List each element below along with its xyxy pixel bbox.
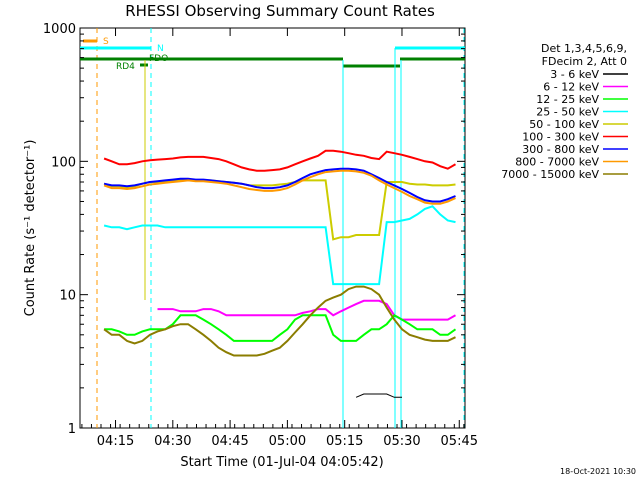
rd4-label: RD4 <box>116 62 135 72</box>
y-tick-label: 1 <box>68 422 76 437</box>
x-tick-label: 04:30 <box>154 434 191 449</box>
legend-label: 100 - 300 keV <box>522 131 599 144</box>
fdo-label: FDO <box>149 54 168 64</box>
x-tick-label: 05:45 <box>441 434 478 449</box>
y-tick-label: 10 <box>59 289 76 304</box>
series-layer <box>103 149 457 398</box>
legend-label: 7000 - 15000 keV <box>501 168 599 181</box>
legend-label: 50 - 100 keV <box>529 118 599 131</box>
series-6-12-kev-line <box>157 299 456 321</box>
legend-label: 800 - 7000 keV <box>515 156 599 169</box>
axes: 04:15 04:30 04:45 05:00 05:15 05:30 05:45 1 10 10… <box>43 22 478 449</box>
legend: Det 1,3,4,5,6,9,FDecim 2, Att 03 - 6 keV… <box>501 42 628 181</box>
footer-timestamp: 18-Oct-2021 10:30 <box>560 467 636 476</box>
x-tick-label: 04:15 <box>97 434 134 449</box>
chart-title: RHESSI Observing Summary Count Rates <box>125 2 435 20</box>
legend-label: 12 - 25 keV <box>536 93 599 106</box>
x-tick-label: 05:30 <box>383 434 420 449</box>
series-12-25-kev-line <box>104 314 457 342</box>
series-300-800-kev-line <box>103 167 456 203</box>
legend-label: 25 - 50 keV <box>536 106 599 119</box>
saa-label: S <box>103 37 109 47</box>
series-800-7000-kev-line <box>103 169 456 205</box>
series-3-6-kev-line <box>355 393 402 398</box>
series-25-50-kev-line <box>103 205 456 286</box>
legend-header-line: Det 1,3,4,5,6,9, <box>541 42 627 55</box>
x-tick-label: 05:00 <box>269 434 306 449</box>
y-tick-label: 100 <box>51 155 76 170</box>
series-100-300-kev-line <box>103 149 456 172</box>
x-tick-label: 05:15 <box>326 434 363 449</box>
x-axis-label: Start Time (01-Jul-04 04:05:42) <box>180 455 383 470</box>
legend-label: 300 - 800 keV <box>522 143 599 156</box>
y-tick-label: 1000 <box>43 22 76 37</box>
night-label: N <box>157 44 164 54</box>
legend-label: 3 - 6 keV <box>550 68 599 81</box>
legend-label: 6 - 12 keV <box>543 81 599 94</box>
y-axis-label: Count Rate (s⁻¹ detector⁻¹) <box>23 140 38 317</box>
x-tick-label: 04:45 <box>211 434 248 449</box>
series-7000-15000-kev-line <box>103 285 456 357</box>
legend-header-line: FDecim 2, Att 0 <box>542 55 627 68</box>
